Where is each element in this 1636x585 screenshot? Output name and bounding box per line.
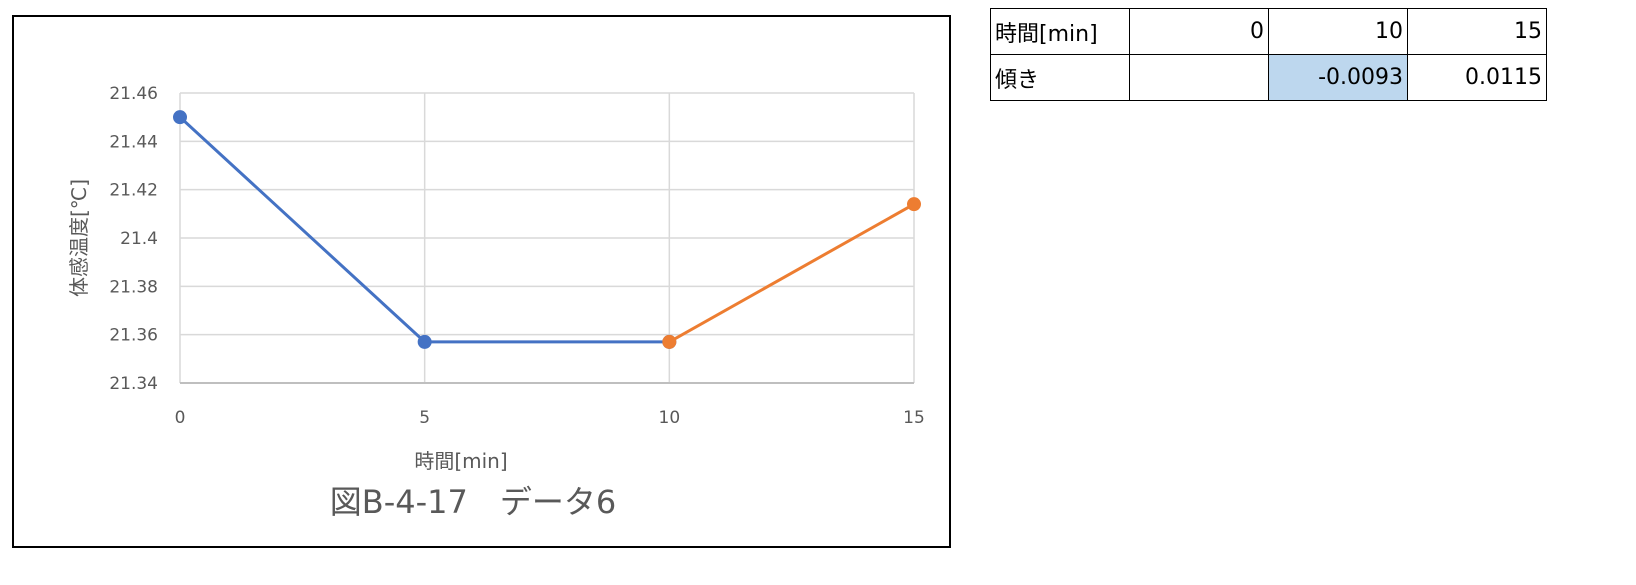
table-cell-selected[interactable]: -0.0093 <box>1268 54 1408 101</box>
x-tick-label: 0 <box>175 408 186 428</box>
data-point <box>417 334 432 349</box>
x-axis-title: 時間[min] <box>414 449 507 473</box>
table-cell: 10 <box>1268 8 1408 55</box>
table-cell: 傾き <box>990 54 1130 101</box>
chart-caption: 図B-4-17 データ6 <box>330 483 617 521</box>
table-row: 傾き -0.0093 0.0115 <box>990 54 1547 101</box>
y-tick-label: 21.34 <box>109 374 158 394</box>
table-row: 時間[min] 0 10 15 <box>990 8 1547 55</box>
series-line-1 <box>668 202 915 344</box>
x-tick-label: 5 <box>419 408 430 428</box>
table-cell: 0 <box>1129 8 1269 55</box>
y-tick-label: 21.4 <box>120 229 158 249</box>
table-cell <box>1129 54 1269 101</box>
data-point <box>662 334 677 349</box>
table-cell: 15 <box>1407 8 1547 55</box>
y-tick-label: 21.36 <box>109 326 158 346</box>
table-cell: 0.0115 <box>1407 54 1547 101</box>
y-tick-label: 21.44 <box>109 132 158 152</box>
x-tick-label: 10 <box>659 408 681 428</box>
line-chart: 21.34 21.36 21.38 21.4 21.42 21.44 21.46 0 5 10 15… <box>67 84 925 521</box>
y-axis-title: 体感温度[℃] <box>67 179 91 297</box>
table-cell: 時間[min] <box>990 8 1130 55</box>
y-tick-label: 21.38 <box>109 277 158 297</box>
y-tick-label: 21.42 <box>109 181 158 201</box>
x-tick-label: 15 <box>903 408 925 428</box>
data-point <box>907 197 921 212</box>
slope-table: 時間[min] 0 10 15 傾き -0.0093 0.0115 <box>990 8 1547 101</box>
y-tick-label: 21.46 <box>109 84 158 104</box>
data-point <box>173 110 187 125</box>
chart-frame <box>12 15 951 548</box>
